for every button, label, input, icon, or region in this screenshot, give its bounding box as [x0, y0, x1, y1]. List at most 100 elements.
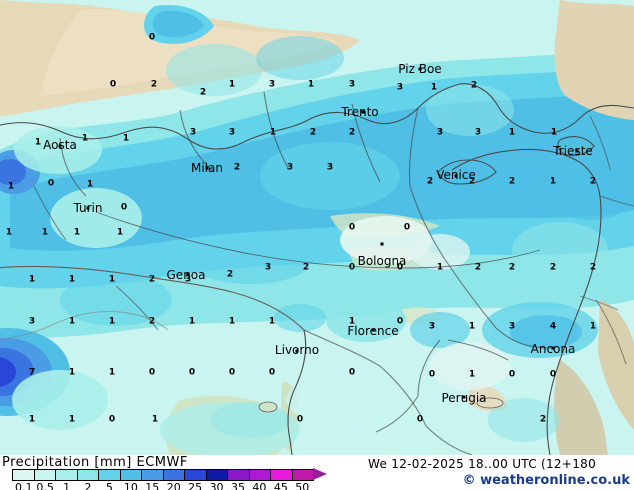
legend-tick: 5: [105, 481, 113, 490]
precip-value: 0: [549, 369, 557, 380]
city-label: Perugia: [441, 391, 487, 405]
precip-value: 1: [5, 227, 13, 238]
city-marker-dot: [551, 346, 555, 350]
precip-value: 0: [508, 369, 516, 380]
precip-value: 1: [430, 82, 438, 93]
legend-color-segment: [291, 470, 313, 480]
precip-value: 1: [68, 274, 76, 285]
precip-value: 2: [199, 87, 207, 98]
precip-value: 2: [549, 262, 557, 273]
precip-value: 7: [28, 367, 36, 378]
precip-value: 0: [120, 202, 128, 213]
precip-value: 2: [148, 316, 156, 327]
precip-value: 0: [109, 79, 117, 90]
city-label: Trento: [341, 105, 379, 119]
precip-value: 1: [28, 274, 36, 285]
city-label: Aosta: [43, 138, 77, 152]
precip-value: 2: [148, 274, 156, 285]
precipitation-map[interactable]: 0 0 2 1 1 1 1 0 1 0 1 1 1 1 2 1 3 1 3 3 3 1 2 2 3 1 2 3 3 1 1 2 3 3 2 2 2 1 2 1…: [0, 0, 634, 455]
precip-value: 2: [468, 176, 476, 187]
precip-value: 3: [348, 79, 356, 90]
precip-value: 1: [68, 367, 76, 378]
precip-value: 0: [148, 32, 156, 43]
precip-value: 0: [416, 414, 424, 425]
precip-value: 1: [81, 133, 89, 144]
legend-tick: 35: [231, 481, 245, 490]
precip-value: 0: [148, 367, 156, 378]
copyright-notice: © weatheronline.co.uk: [462, 473, 630, 488]
city-marker-dot: [371, 328, 375, 332]
legend-color-segment: [162, 470, 184, 480]
precip-value: 1: [468, 369, 476, 380]
precip-value: 3: [508, 321, 516, 332]
precip-value: 3: [474, 127, 482, 138]
city-label: Genoa: [166, 268, 206, 282]
precip-value: 1: [348, 316, 356, 327]
legend-color-segment: [55, 470, 77, 480]
precip-value: 1: [68, 316, 76, 327]
precip-value: 1: [151, 414, 159, 425]
city-label: Bologna: [357, 254, 407, 268]
precip-value: 1: [549, 176, 557, 187]
precip-value: 3: [326, 162, 334, 173]
legend-tick: 20: [166, 481, 181, 490]
city-label: Trieste: [553, 144, 593, 158]
precip-value: 3: [264, 262, 272, 273]
precip-value: 1: [228, 316, 236, 327]
city-marker-dot: [361, 110, 365, 114]
city-marker-dot: [186, 272, 190, 276]
precip-value: 2: [150, 79, 158, 90]
precip-value: 2: [589, 262, 597, 273]
city-marker-dot: [380, 242, 384, 246]
legend-tick-labels: 0.1 0.5 1 2 5 10 15 20 25 30 35 40 45 50: [0, 481, 330, 490]
precip-value: 1: [108, 274, 116, 285]
precip-value: 1: [108, 367, 116, 378]
precip-value: 3: [428, 321, 436, 332]
precip-value: 3: [189, 127, 197, 138]
precip-value: 1: [73, 227, 81, 238]
precip-value: 1: [28, 414, 36, 425]
legend-color-segment: [227, 470, 249, 480]
city-label: Venice: [436, 168, 476, 182]
precip-value: 3: [184, 274, 192, 285]
legend-color-segment: [184, 470, 206, 480]
precip-value: 4: [549, 321, 557, 332]
precip-value: 3: [228, 127, 236, 138]
city-marker-dot: [58, 144, 62, 148]
precip-value: 0: [428, 369, 436, 380]
legend-color-segment: [205, 470, 227, 480]
legend-color-segment: [76, 470, 98, 480]
city-marker-dot: [454, 174, 458, 178]
legend-title: Precipitation [mm] ECMWF: [2, 455, 188, 470]
legend-tick: 0.5: [36, 481, 54, 490]
city-marker-dot: [462, 395, 466, 399]
precip-value: 1: [34, 137, 42, 148]
precip-value: 1: [86, 179, 94, 190]
precip-value: 1: [122, 133, 130, 144]
precip-value: 2: [508, 262, 516, 273]
legend-color-segment: [141, 470, 163, 480]
city-marker-dot: [295, 349, 299, 353]
legend-color-segment: [33, 470, 55, 480]
city-label: Milan: [191, 161, 223, 175]
legend-color-segment: [119, 470, 141, 480]
precip-value: 1: [41, 227, 49, 238]
precip-value: 0: [348, 367, 356, 378]
legend-tick: 45: [273, 481, 288, 490]
precip-value: 1: [116, 227, 124, 238]
precip-value: 2: [426, 176, 434, 187]
city-marker-dot: [575, 149, 579, 153]
precip-value: 1: [269, 127, 277, 138]
forecast-datetime: We 12-02-2025 18..00 UTC (12+180: [368, 457, 597, 471]
precip-value: 0: [396, 262, 404, 273]
legend-tick: 2: [84, 481, 92, 490]
city-marker-dot: [418, 67, 422, 71]
precip-value: 0: [348, 262, 356, 273]
city-label: Livorno: [274, 343, 320, 357]
precip-value: 2: [470, 80, 478, 91]
legend-tick: 50: [295, 481, 310, 490]
precip-value: 1: [228, 79, 236, 90]
legend-tick: 15: [145, 481, 160, 490]
map-canvas: [0, 0, 634, 455]
city-label: Turin: [73, 201, 103, 215]
